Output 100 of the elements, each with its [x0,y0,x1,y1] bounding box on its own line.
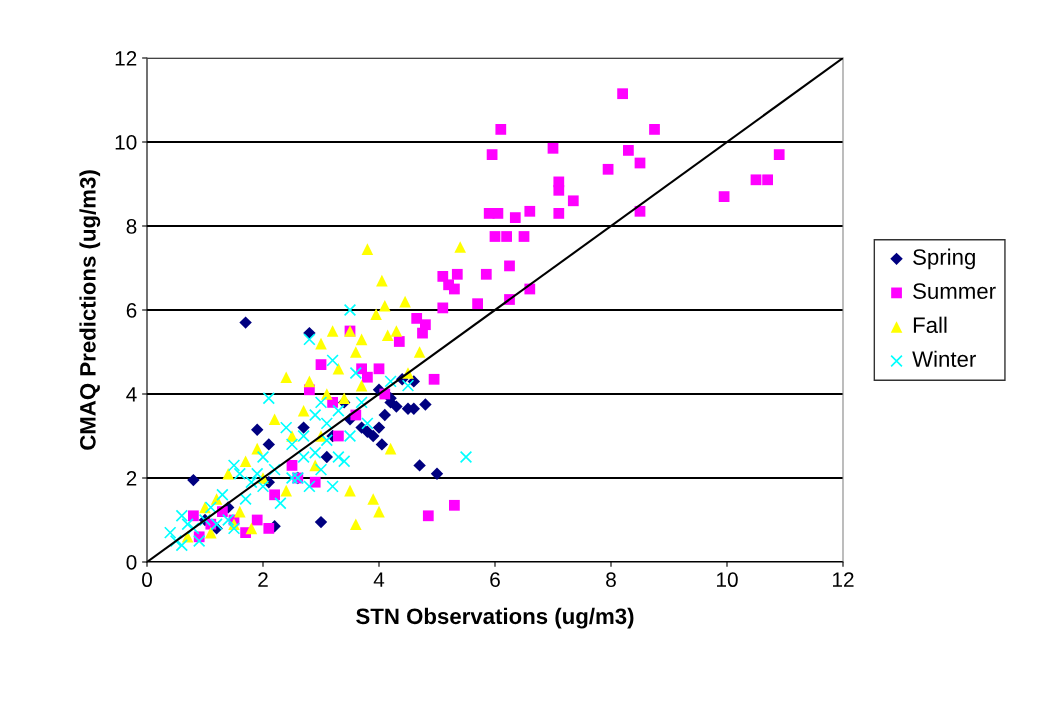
point [314,396,328,409]
point [355,396,368,409]
point [239,455,252,468]
point [378,299,391,312]
point [280,371,293,384]
point [187,522,200,535]
y-axis-title: CMAQ Predictions (ug/m3) [79,170,101,450]
point [227,522,241,535]
point [332,404,345,418]
point [314,515,328,529]
point [320,417,334,430]
x-tick-label: 10 [717,572,738,588]
point [349,366,363,380]
point [314,463,328,476]
point [361,417,374,430]
point [163,526,177,539]
point [297,429,310,443]
point [250,467,264,481]
point [338,392,351,405]
point [169,534,183,548]
y-tick-label: 6 [126,303,137,318]
point [175,538,189,552]
point [326,325,339,337]
point [245,522,258,535]
point [326,480,339,493]
y-tick-label: 0 [126,555,137,570]
point [343,429,357,443]
point [297,421,310,434]
x-tick-label: 2 [258,572,268,587]
point [355,379,368,392]
y-tick-label: 2 [126,471,137,486]
point [210,517,223,531]
point [413,346,426,358]
x-tick-label: 12 [833,572,854,587]
point [192,534,206,548]
point [274,496,287,510]
point [320,433,334,447]
point [401,379,415,392]
point [227,459,241,472]
legend-label: Summer [913,283,996,299]
point [381,329,394,342]
point [419,398,432,411]
point [367,493,380,505]
point [303,480,316,493]
point [187,473,200,487]
point [285,471,299,485]
x-tick-label: 0 [142,572,152,588]
point [280,484,293,497]
point [355,333,368,346]
legend-label: Fall [913,316,947,333]
point [216,488,229,502]
point [361,243,374,255]
legend-label: Winter [912,350,976,368]
point [332,362,345,375]
point [221,513,235,527]
point [326,354,339,367]
y-tick-label: 8 [126,219,137,234]
y-tick-label: 10 [115,135,137,150]
point [349,346,362,358]
point [239,316,252,329]
point [297,404,310,417]
point [181,517,194,531]
point [349,518,362,531]
point [256,450,270,464]
point [384,375,397,388]
x-axis-title: STN Observations (ug/m3) [356,607,634,629]
point [303,333,316,346]
y-tick-label: 4 [126,387,137,402]
point [378,408,392,422]
point [285,438,299,451]
point [390,325,403,337]
point [279,421,293,434]
point [413,459,426,472]
point [268,413,281,426]
point [430,467,444,481]
point [332,450,345,464]
point [256,480,270,493]
point [204,501,218,514]
point [245,475,258,489]
point [372,421,386,434]
x-tick-label: 6 [490,572,500,588]
point [370,308,382,321]
point [297,450,310,464]
x-tick-label: 4 [373,572,385,587]
point [268,463,281,476]
point [222,467,235,480]
x-tick-label: 8 [606,572,616,588]
point [233,505,246,518]
point [320,450,334,464]
point [375,438,389,451]
point [390,400,403,413]
point [343,303,357,317]
point [459,450,473,464]
point [175,509,189,523]
point [308,408,322,422]
y-tick-label: 12 [115,51,137,66]
point [204,526,217,539]
legend-label: Spring [913,248,975,270]
point [303,375,316,388]
point [239,492,252,506]
